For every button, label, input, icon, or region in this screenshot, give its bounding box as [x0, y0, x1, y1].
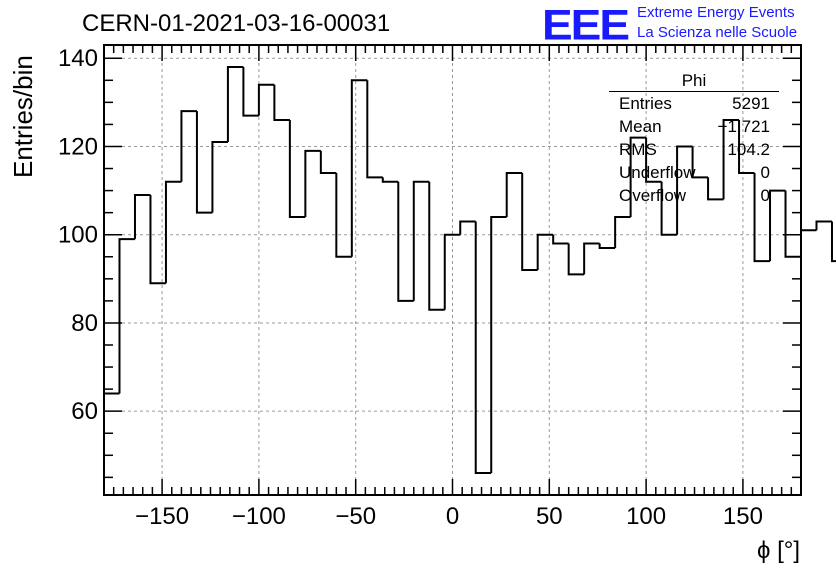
x-tick-label: −50: [335, 503, 376, 530]
histogram-bin: [583, 242, 600, 275]
histogram-bin: [133, 194, 151, 240]
logo-line-1: Extreme Energy Events: [637, 4, 795, 21]
stats-label: Mean: [619, 117, 662, 136]
stats-label: RMS: [619, 140, 657, 159]
histogram-bin: [412, 180, 430, 301]
histogram-bin: [552, 234, 569, 245]
histogram-bin: [645, 137, 662, 183]
histogram-bin: [474, 221, 492, 474]
y-tick-label: 140: [58, 45, 98, 72]
histogram-bin: [769, 189, 786, 262]
histogram-bin: [459, 220, 476, 235]
stats-row-underflow: Underflow 0: [609, 161, 779, 184]
histogram-bin: [118, 238, 135, 394]
stats-row-rms: RMS 104.2: [609, 138, 779, 161]
histogram-bin: [397, 181, 414, 302]
y-tick-label: 80: [71, 310, 98, 337]
histogram-bin: [536, 233, 554, 270]
stats-value: 5291: [732, 94, 770, 113]
histogram-bin: [598, 243, 616, 249]
histogram-bin: [722, 119, 740, 200]
histogram-bin: [505, 171, 523, 218]
stats-title: Phi: [609, 70, 779, 92]
histogram-bin: [691, 146, 709, 179]
histogram-outline: [103, 66, 836, 495]
histogram-bin: [660, 181, 678, 236]
run-title: CERN-01-2021-03-16-00031: [82, 10, 391, 37]
histogram-bin: [335, 172, 352, 258]
stats-value: 0: [760, 163, 770, 182]
histogram-bin: [490, 216, 507, 473]
histogram-bin: [211, 141, 228, 213]
x-tick-label: 150: [723, 503, 763, 530]
histogram-bin: [428, 181, 445, 311]
histogram-bin: [629, 136, 647, 218]
x-tick-label: 100: [626, 503, 666, 530]
logo-line-2: La Scienza nelle Scuole: [637, 24, 798, 41]
histogram-bin: [707, 177, 724, 201]
stats-value: 104.2: [727, 140, 770, 159]
histogram-bin: [830, 221, 836, 263]
x-tick-label: 0: [446, 503, 459, 530]
x-tick-label: −150: [135, 503, 189, 530]
x-axis-label: ϕ [°]: [757, 537, 800, 564]
histogram-bin: [226, 66, 244, 143]
stats-label: Underflow: [619, 163, 696, 182]
histogram-bin: [149, 195, 166, 285]
histogram-bin: [195, 111, 213, 214]
stats-value: 0: [760, 186, 770, 205]
y-tick-label: 100: [58, 222, 98, 249]
stats-label: Overflow: [619, 186, 687, 205]
histogram-bin: [180, 110, 197, 182]
histogram-bin: [273, 84, 290, 121]
stats-box: Phi Entries 5291 Mean −1.721 RMS 104.2 U…: [609, 70, 779, 207]
histogram-bin: [103, 392, 120, 495]
stats-row-entries: Entries 5291: [609, 92, 779, 115]
histogram-bin: [319, 150, 337, 174]
histogram-bin: [164, 180, 182, 284]
histogram-bin: [614, 216, 631, 248]
y-tick-label: 120: [58, 133, 98, 160]
histogram-bin: [304, 149, 321, 218]
y-axis-label: Entries/bin: [8, 55, 38, 178]
histogram-bin: [443, 233, 461, 310]
eee-logo: EEE: [542, 0, 630, 49]
histogram-bin: [567, 243, 585, 276]
histogram-bin: [521, 172, 538, 271]
histogram-bin: [738, 120, 755, 174]
stats-value: −1.721: [717, 117, 770, 136]
histogram-bin: [753, 172, 771, 263]
axis-ticks: [104, 45, 801, 495]
histogram-bin: [784, 190, 801, 258]
histogram-bin: [257, 83, 275, 116]
tick-labels: −150 −100 −50 0 50 100 150 60 80 100 120 140: [58, 45, 763, 530]
histogram-bin: [815, 220, 832, 231]
histogram-bin: [800, 229, 817, 257]
histogram-bin: [366, 80, 383, 179]
histogram-bin: [676, 145, 693, 235]
histogram-bin: [288, 120, 306, 219]
stats-row-overflow: Overflow 0: [609, 184, 779, 207]
stats-row-mean: Mean −1.721: [609, 115, 779, 138]
histogram-bin: [381, 177, 399, 183]
stats-label: Entries: [619, 94, 672, 113]
histogram-bin: [242, 67, 259, 117]
x-tick-label: −100: [232, 503, 286, 530]
histogram-bin: [350, 79, 368, 257]
x-tick-label: 50: [536, 503, 563, 530]
y-tick-label: 60: [71, 398, 98, 425]
